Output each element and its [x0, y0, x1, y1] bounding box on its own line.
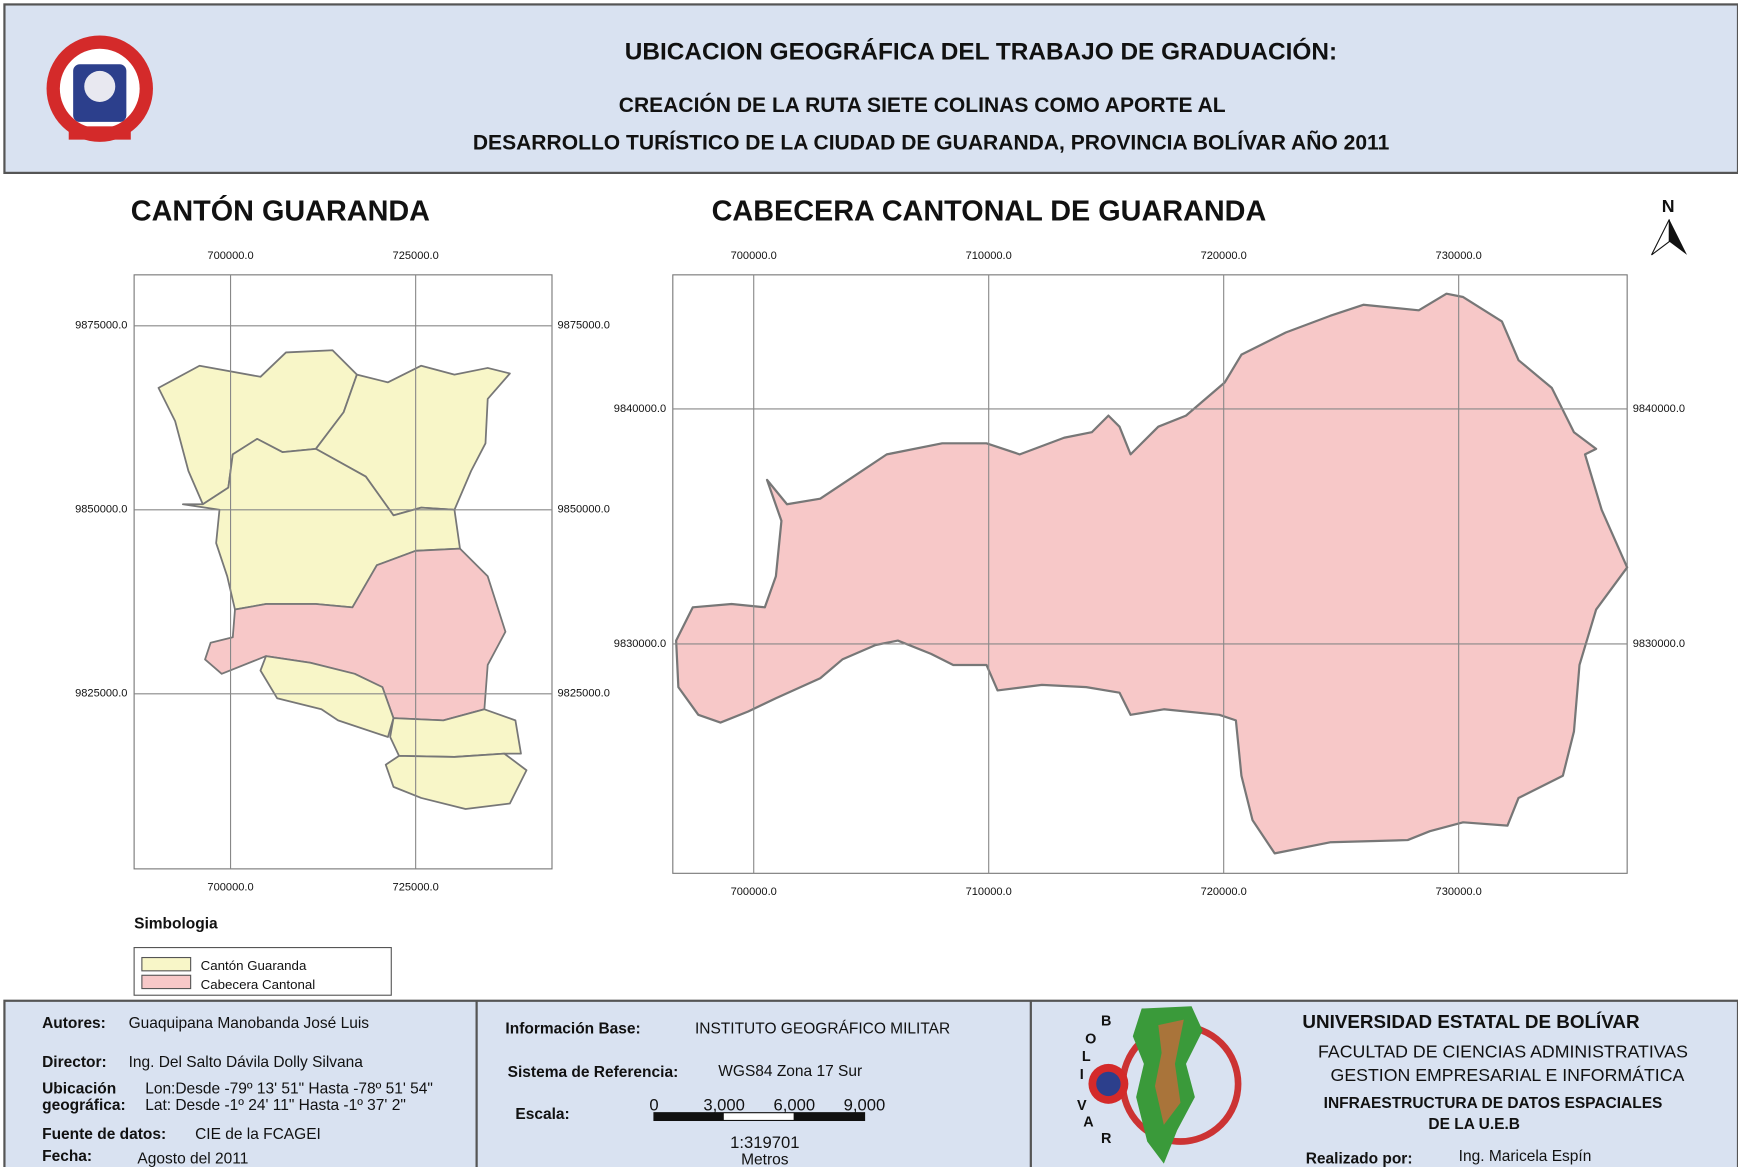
scale-label: 0 — [649, 1095, 658, 1114]
header-title: UBICACION GEOGRÁFICA DEL TRABAJO DE GRAD… — [625, 38, 1337, 66]
coord-label: 9875000.0 — [75, 320, 127, 332]
body: UBICACION GEOGRÁFICA DEL TRABAJO DE GRAD… — [0, 0, 1738, 1167]
field-value: WGS84 Zona 17 Sur — [718, 1063, 862, 1080]
canton-map: 700000.0 700000.0 725000.0 725000.0 9875000.… — [75, 250, 610, 894]
logo-letter: A — [1083, 1114, 1094, 1130]
field-value: Lon:Desde -79º 13' 51" Hasta -78º 51' 54… — [145, 1081, 433, 1098]
legend-title: Simbologia — [134, 915, 218, 932]
field-label: Escala: — [515, 1106, 569, 1123]
north-arrow: N — [1652, 196, 1687, 255]
scale-label: 9,000 — [844, 1095, 886, 1114]
field-value: Ing. Maricela Espín — [1459, 1148, 1592, 1165]
field-value: Guaquipana Manobanda José Luis — [129, 1015, 370, 1032]
institution-name: UNIVERSIDAD ESTATAL DE BOLÍVAR — [1302, 1011, 1640, 1032]
institution-line: GESTION EMPRESARIAL E INFORMÁTICA — [1331, 1065, 1685, 1085]
field-label: Ubicación — [42, 1081, 116, 1098]
field-label: Fuente de datos: — [42, 1126, 166, 1143]
field-label: Sistema de Referencia: — [508, 1064, 679, 1081]
coord-label: 9830000.0 — [614, 638, 666, 650]
coord-label: 700000.0 — [731, 250, 777, 262]
page: Ubicación geográfica { "header": { "titl… — [0, 0, 1738, 1167]
cabecera-map: 700000.0 700000.0 710000.0 710000.0 720000.0… — [614, 250, 1685, 898]
coord-label: 730000.0 — [1436, 250, 1482, 262]
coord-label: 710000.0 — [966, 250, 1012, 262]
field-value: Lat: Desde -1º 24' 11" Hasta -1º 37' 2" — [145, 1097, 406, 1114]
field-label: Director: — [42, 1054, 107, 1071]
coord-label: 720000.0 — [1201, 886, 1247, 898]
coord-label: 700000.0 — [207, 250, 253, 262]
legend-label: Cabecera Cantonal — [201, 977, 316, 992]
field-label: Realizado por: — [1306, 1150, 1413, 1167]
field-label: Información Base: — [505, 1021, 640, 1038]
map-sheet: UBICACION GEOGRÁFICA DEL TRABAJO DE GRAD… — [0, 0, 1738, 1167]
coord-label: 9850000.0 — [75, 504, 127, 516]
coord-label: 9830000.0 — [1633, 638, 1685, 650]
map-title: CABECERA CANTONAL DE GUARANDA — [712, 195, 1267, 227]
coord-label: 700000.0 — [207, 882, 253, 894]
coord-label: 9840000.0 — [1633, 403, 1685, 415]
legend-label: Cantón Guaranda — [201, 958, 307, 973]
logo-letter: O — [1085, 1031, 1096, 1047]
logo-letter: R — [1101, 1131, 1112, 1147]
north-label: N — [1662, 196, 1675, 216]
scale-ratio: 1:319701 — [730, 1133, 799, 1152]
logo-letter: I — [1080, 1067, 1084, 1083]
scale-label: 3,000 — [703, 1095, 745, 1114]
scale-label: 6,000 — [774, 1095, 816, 1114]
scale-bar — [654, 1113, 865, 1121]
field-label: Fecha: — [42, 1148, 92, 1165]
coord-label: 710000.0 — [966, 886, 1012, 898]
coord-label: 9825000.0 — [75, 688, 127, 700]
coord-label: 700000.0 — [731, 886, 777, 898]
institution-line: INFRAESTRUCTURA DE DATOS ESPACIALES — [1324, 1095, 1663, 1112]
logo-letter: B — [1101, 1014, 1111, 1030]
coord-label: 9825000.0 — [558, 688, 610, 700]
logo-letter: L — [1082, 1049, 1091, 1065]
map-title: CANTÓN GUARANDA — [131, 193, 430, 227]
field-value: INSTITUTO GEOGRÁFICO MILITAR — [695, 1021, 950, 1038]
university-logo — [47, 35, 153, 141]
coord-label: 725000.0 — [393, 250, 439, 262]
field-label: geográfica: — [42, 1097, 126, 1114]
coord-label: 9840000.0 — [614, 403, 666, 415]
institution-line: DE LA U.E.B — [1428, 1116, 1520, 1133]
header-subtitle: CREACIÓN DE LA RUTA SIETE COLINAS COMO A… — [619, 93, 1226, 117]
legend-swatch — [142, 958, 191, 971]
logo-letter: V — [1077, 1098, 1087, 1114]
field-value: Ing. Del Salto Dávila Dolly Silvana — [129, 1054, 364, 1071]
header-subtitle: DESARROLLO TURÍSTICO DE LA CIUDAD DE GUA… — [473, 132, 1390, 155]
coord-label: 720000.0 — [1201, 250, 1247, 262]
field-value: Agosto del 2011 — [137, 1150, 248, 1167]
coord-label: 9850000.0 — [558, 504, 610, 516]
coord-label: 9875000.0 — [558, 320, 610, 332]
institution-line: FACULTAD DE CIENCIAS ADMINISTRATIVAS — [1318, 1042, 1688, 1062]
field-value: CIE de la FCAGEI — [195, 1126, 321, 1143]
coord-label: 730000.0 — [1436, 886, 1482, 898]
field-label: Autores: — [42, 1015, 106, 1032]
coord-label: 725000.0 — [393, 882, 439, 894]
legend-swatch — [142, 975, 191, 988]
scale-unit: Metros — [741, 1151, 789, 1167]
